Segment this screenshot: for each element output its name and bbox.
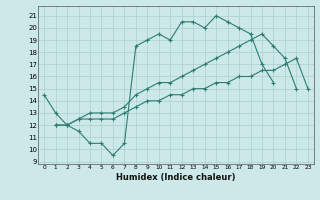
X-axis label: Humidex (Indice chaleur): Humidex (Indice chaleur) xyxy=(116,173,236,182)
